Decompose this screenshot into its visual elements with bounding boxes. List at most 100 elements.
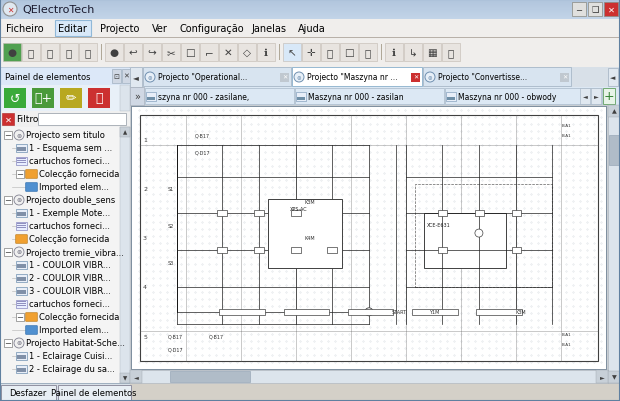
Bar — [147, 98, 155, 101]
Text: Q-D17: Q-D17 — [195, 150, 211, 155]
Text: Projecto "Convertisse...: Projecto "Convertisse... — [438, 73, 527, 82]
Bar — [143, 44, 161, 62]
Bar — [279, 45, 280, 61]
Text: −: − — [17, 170, 24, 179]
Text: XPS-AC: XPS-AC — [290, 207, 308, 212]
Bar — [619, 69, 620, 87]
Bar — [254, 211, 264, 217]
Text: □: □ — [344, 48, 354, 58]
Bar — [423, 68, 571, 87]
Bar — [130, 68, 620, 88]
Bar — [17, 277, 26, 281]
Bar — [120, 128, 130, 383]
Text: 🔍: 🔍 — [327, 48, 333, 58]
Bar — [17, 305, 26, 306]
Text: ⊗: ⊗ — [148, 75, 153, 80]
Bar — [130, 87, 620, 88]
Bar — [447, 98, 455, 101]
Bar — [359, 44, 377, 62]
Text: ⊗: ⊗ — [428, 75, 432, 80]
Bar — [16, 158, 27, 166]
Text: ─: ─ — [577, 6, 582, 14]
Text: 🗑: 🗑 — [95, 92, 103, 105]
Text: 5: 5 — [143, 335, 147, 340]
Bar — [16, 223, 27, 231]
Text: ⌐: ⌐ — [205, 48, 213, 58]
Bar — [560, 74, 569, 83]
Text: Q-D17: Q-D17 — [167, 346, 183, 351]
Text: Imported elem...: Imported elem... — [39, 326, 109, 335]
Bar — [302, 44, 320, 62]
Bar — [130, 68, 142, 88]
Circle shape — [425, 73, 435, 83]
Bar — [22, 44, 40, 62]
Bar — [60, 44, 78, 62]
Text: B-A1: B-A1 — [561, 342, 571, 346]
Text: ✕: ✕ — [282, 75, 287, 80]
Bar — [122, 70, 131, 84]
Text: Editar: Editar — [58, 24, 87, 34]
Text: K3M: K3M — [516, 310, 526, 314]
Text: 1 - Exemple Mote...: 1 - Exemple Mote... — [29, 209, 110, 218]
Text: Painel de elementos: Painel de elementos — [5, 72, 91, 81]
Bar — [0, 5, 620, 6]
Bar — [268, 199, 342, 268]
Bar — [381, 45, 382, 61]
Bar — [291, 248, 301, 254]
Bar — [424, 214, 507, 268]
Bar — [58, 385, 131, 400]
Text: Colecção fornecida: Colecção fornecida — [29, 235, 109, 244]
Text: ⊗: ⊗ — [16, 341, 22, 346]
Bar — [0, 112, 130, 128]
Bar — [280, 74, 289, 83]
Text: ▲: ▲ — [123, 130, 127, 135]
Bar — [475, 211, 484, 217]
Bar — [131, 107, 607, 370]
Text: ℹ: ℹ — [392, 48, 396, 58]
Text: Janelas: Janelas — [251, 24, 286, 34]
Text: ⊗: ⊗ — [16, 250, 22, 255]
Bar — [512, 248, 521, 254]
Text: 2 - Eclairage du sa...: 2 - Eclairage du sa... — [29, 365, 115, 374]
Text: ✕: ✕ — [7, 6, 13, 14]
Text: Painel de elementos: Painel de elementos — [51, 388, 137, 397]
Text: Ver: Ver — [152, 24, 168, 34]
Text: ✕: ✕ — [608, 6, 614, 14]
Bar — [218, 248, 228, 254]
Text: S3: S3 — [167, 261, 174, 265]
FancyBboxPatch shape — [25, 170, 37, 179]
Text: 📋: 📋 — [66, 48, 72, 58]
Text: 🔍: 🔍 — [365, 48, 371, 58]
Bar — [0, 20, 620, 38]
Text: ◄: ◄ — [583, 94, 587, 99]
Bar — [3, 44, 21, 62]
Bar — [0, 12, 620, 13]
Circle shape — [475, 229, 483, 237]
Bar — [130, 370, 142, 383]
Text: 4: 4 — [143, 285, 147, 290]
Bar — [603, 89, 615, 105]
Bar — [608, 106, 620, 383]
Text: −: − — [4, 339, 12, 348]
Text: ▲: ▲ — [611, 109, 616, 114]
Bar — [17, 368, 26, 372]
Bar — [0, 7, 620, 8]
Bar — [105, 44, 123, 62]
Circle shape — [294, 73, 304, 83]
Bar — [0, 68, 130, 86]
Text: ✕: ✕ — [562, 75, 567, 80]
Text: Projecto "Operational...: Projecto "Operational... — [158, 73, 247, 82]
Bar — [79, 44, 97, 62]
Bar — [146, 93, 156, 102]
Text: Q-B17: Q-B17 — [209, 334, 224, 339]
Bar — [16, 261, 27, 269]
Bar — [445, 89, 602, 105]
Bar — [4, 339, 12, 347]
Bar — [512, 211, 521, 217]
Bar — [0, 9, 620, 10]
Circle shape — [145, 73, 155, 83]
Bar — [0, 3, 620, 4]
Bar — [348, 309, 394, 315]
Bar — [170, 371, 250, 382]
Text: ✕: ✕ — [123, 74, 130, 80]
